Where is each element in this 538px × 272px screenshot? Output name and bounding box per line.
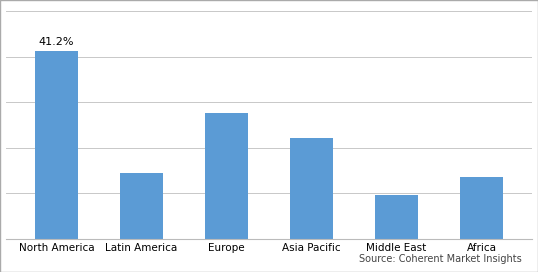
Text: Source: Coherent Market Insights: Source: Coherent Market Insights [359,254,522,264]
Bar [460,177,502,239]
Bar [206,113,248,239]
Text: 41.2%: 41.2% [39,38,74,47]
Bar [290,138,332,239]
Bar [121,173,163,239]
Bar [36,51,78,239]
Bar [375,195,417,239]
